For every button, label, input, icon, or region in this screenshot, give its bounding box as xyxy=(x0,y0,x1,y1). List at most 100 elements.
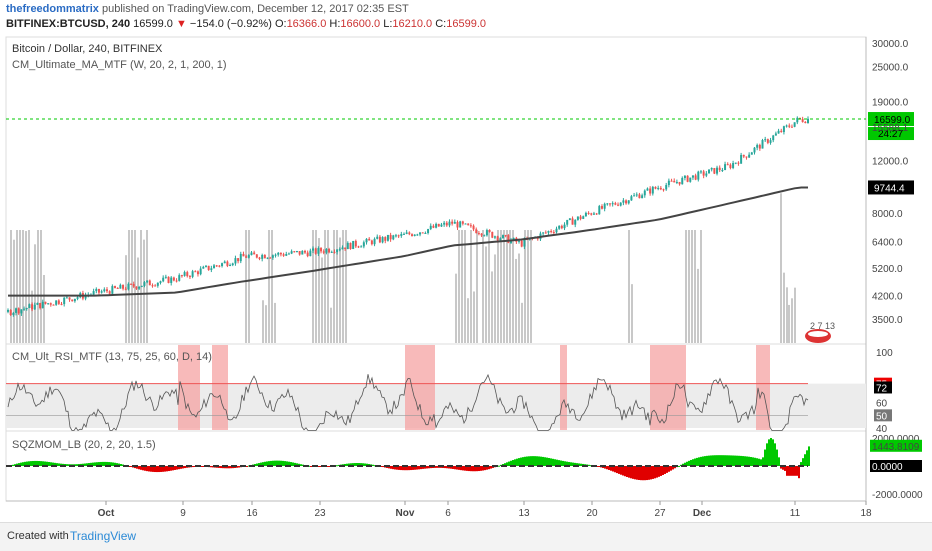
sqz-bar xyxy=(670,466,672,471)
candle-body xyxy=(389,234,392,240)
sqz-bar xyxy=(522,457,524,466)
sqz-bar xyxy=(574,462,576,466)
candle-body xyxy=(44,301,47,304)
gray-bar xyxy=(473,291,475,343)
sqz-bar xyxy=(354,463,356,466)
candle-body xyxy=(416,234,419,236)
tradingview-brand-link[interactable]: TradingView xyxy=(70,529,137,543)
sqz-bar xyxy=(558,460,560,466)
candle-body xyxy=(670,180,673,182)
sqz-bar xyxy=(428,466,430,469)
candle-body xyxy=(202,266,205,269)
candle-body xyxy=(234,258,237,264)
gray-bar xyxy=(137,257,139,343)
sqz-bar xyxy=(758,458,760,466)
candle-body xyxy=(52,304,55,306)
sqz-bar xyxy=(98,462,100,466)
candle-body xyxy=(108,291,111,294)
candle-body xyxy=(293,251,296,253)
sqz-bar xyxy=(498,465,500,467)
gray-bar xyxy=(333,230,335,343)
candle-body xyxy=(568,218,571,220)
sqz-bar xyxy=(106,461,108,466)
author-link[interactable]: thefreedommatrix xyxy=(6,3,99,15)
candle-body xyxy=(320,248,323,252)
publish-text: published on TradingView.com, December 1… xyxy=(101,3,409,15)
candle-body xyxy=(130,283,133,285)
candle-body xyxy=(713,168,716,174)
sqz-bar xyxy=(504,463,506,466)
ma-indicator-label: CM_Ultimate_MA_MTF (W, 20, 2, 1, 200, 1) xyxy=(12,59,227,71)
sqz-bar xyxy=(570,462,572,466)
candle-body xyxy=(122,284,125,289)
candle-body xyxy=(140,285,143,287)
chart-area[interactable]: 30000.0 25000.0 19000.0 16599.0 24:2715588.1… xyxy=(0,0,932,522)
sqz-bar xyxy=(138,466,140,470)
sqz-bar xyxy=(114,462,116,466)
candle-body xyxy=(229,265,232,267)
sqz-bar xyxy=(622,466,624,476)
candle-body xyxy=(499,238,502,241)
sqz-bar xyxy=(48,461,50,466)
candle-body xyxy=(504,235,507,237)
sqz-bar xyxy=(294,462,296,466)
sqz-bar xyxy=(146,466,148,472)
candle-body xyxy=(552,231,555,233)
candle-body xyxy=(116,287,119,289)
symbol: BITFINEX:BTCUSD, 240 xyxy=(6,18,131,30)
sqz-bar xyxy=(246,466,248,467)
close-value: 16599.0 xyxy=(446,18,486,30)
sqz-bar xyxy=(572,462,574,466)
candle-body xyxy=(333,251,336,253)
sqz-bar xyxy=(478,466,480,472)
sqz-bar xyxy=(802,458,804,466)
candle-body xyxy=(231,263,234,266)
gray-bar xyxy=(34,244,36,343)
flag-badge[interactable]: 2 7 13 xyxy=(805,321,835,343)
candle-body xyxy=(705,173,708,176)
candle-body xyxy=(651,186,654,194)
candle-body xyxy=(600,206,603,209)
sqz-bar xyxy=(224,466,226,469)
sqz-bar xyxy=(408,466,410,471)
sqz-bar xyxy=(700,456,702,466)
candle-body xyxy=(467,223,470,226)
candle-body xyxy=(657,187,660,189)
candle-body xyxy=(686,175,689,182)
sqz-bar xyxy=(92,462,94,466)
candle-body xyxy=(560,225,563,229)
sqz-bar xyxy=(372,464,374,466)
candle-body xyxy=(477,233,480,235)
sqz-bar xyxy=(624,466,626,477)
candle-body xyxy=(397,235,400,237)
candle-body xyxy=(485,230,488,236)
candle-body xyxy=(242,253,245,257)
sqz-bar xyxy=(718,455,720,466)
high-value: 16600.0 xyxy=(340,18,381,30)
sqz-bar xyxy=(768,439,770,466)
high-label: H: xyxy=(329,18,341,30)
sqz-bar xyxy=(22,462,24,466)
sqz-bar xyxy=(524,456,526,466)
gray-bar xyxy=(43,275,45,343)
flag-stripe-icon xyxy=(808,331,828,337)
sqz-bar xyxy=(176,466,178,470)
gray-bar xyxy=(265,305,267,343)
price-label: 5200.0 xyxy=(872,264,903,275)
gray-bar xyxy=(40,230,42,343)
candle-body xyxy=(617,204,620,206)
sqz-bar xyxy=(714,455,716,466)
candle-body xyxy=(697,171,700,180)
gray-bar xyxy=(248,230,250,343)
candle-body xyxy=(432,225,435,228)
sqz-bar xyxy=(162,466,164,472)
sqz-bar xyxy=(652,466,654,479)
candle-body xyxy=(691,175,694,178)
candle-body xyxy=(306,252,309,257)
sqz-bar xyxy=(736,455,738,466)
candle-body xyxy=(68,297,71,300)
main-pane-title: Bitcoin / Dollar, 240, BITFINEX xyxy=(12,43,163,55)
sqz-bar xyxy=(634,466,636,480)
candle-body xyxy=(582,216,585,219)
sqz-bar xyxy=(336,465,338,467)
